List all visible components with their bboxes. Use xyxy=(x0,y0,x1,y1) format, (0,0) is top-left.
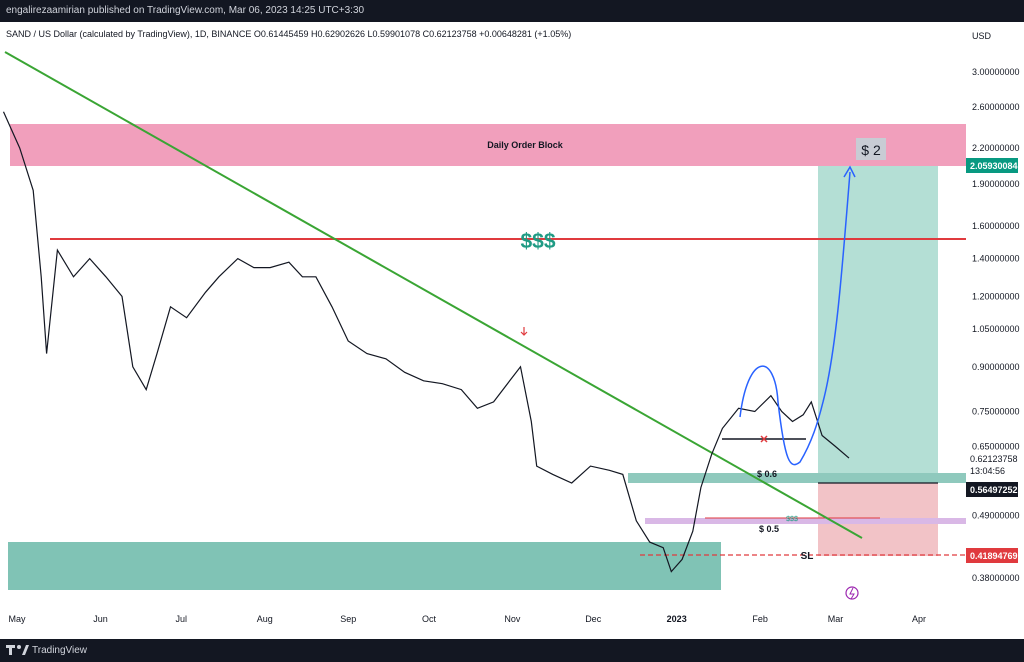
price-tick-7: 1.05000000 xyxy=(972,324,1020,334)
target-zone xyxy=(818,166,938,483)
time-tick-2: Jul xyxy=(175,614,187,624)
publish-text: engalirezaamirian published on TradingVi… xyxy=(6,5,365,16)
time-tick-7: Dec xyxy=(585,614,602,624)
stop-loss-label: SL xyxy=(801,551,814,562)
arrow-head-icon xyxy=(843,165,856,178)
currency-label: USD xyxy=(972,31,992,41)
footer-brand: TradingView xyxy=(32,645,88,656)
time-axis[interactable]: May Jun Jul Aug Sep Oct Nov Dec 2023 Feb Mar Apr xyxy=(8,614,926,624)
last-price-text: 0.62123758 xyxy=(970,454,1018,464)
entry-price-tag xyxy=(966,482,1018,497)
lightning-icon xyxy=(849,587,855,600)
stop-price-tag xyxy=(966,548,1018,563)
target-label-box xyxy=(856,138,886,160)
level-06-label: $ 0.6 xyxy=(757,469,777,479)
price-axis[interactable]: 3.00000000 2.60000000 2.20000000 1.90000000… xyxy=(972,67,1020,583)
price-tick-11: 0.49000000 xyxy=(972,511,1020,521)
publish-bar: engalirezaamirian published on TradingVi… xyxy=(0,0,1024,22)
projection-arrow xyxy=(822,171,851,403)
level-05-label: $ 0.5 xyxy=(759,524,779,534)
price-tick-0: 3.00000000 xyxy=(972,67,1020,77)
level-05-zone xyxy=(645,518,966,524)
down-arrow-icon xyxy=(520,327,528,336)
liquidity-label: $$$ xyxy=(520,230,555,253)
target-price-tag xyxy=(966,158,1018,173)
level-06-zone xyxy=(628,473,966,483)
price-series xyxy=(2,111,850,573)
entry-price-text: 0.56497252 xyxy=(970,485,1018,495)
time-tick-5: Oct xyxy=(422,614,437,624)
price-tick-1: 2.60000000 xyxy=(972,102,1020,112)
price-tick-10: 0.65000000 xyxy=(972,442,1020,452)
price-tick-2: 2.20000000 xyxy=(972,143,1020,153)
cross-icon xyxy=(760,435,768,443)
event-icon[interactable] xyxy=(845,586,859,600)
time-tick-10: Mar xyxy=(828,614,844,624)
target-price-text: 2.05930084 xyxy=(970,161,1018,171)
time-tick-1: Jun xyxy=(93,614,108,624)
countdown-text: 13:04:56 xyxy=(970,466,1005,476)
tradingview-logo-icon[interactable] xyxy=(6,644,30,656)
price-tick-3: 1.90000000 xyxy=(972,179,1020,189)
price-tick-6: 1.20000000 xyxy=(972,291,1020,301)
order-block-label: Daily Order Block xyxy=(487,140,564,150)
price-tick-4: 1.60000000 xyxy=(972,221,1020,231)
time-tick-11: Apr xyxy=(912,614,926,624)
price-tick-5: 1.40000000 xyxy=(972,254,1020,264)
price-chart[interactable]: Daily Order Block $$$ $ 2 $ 0.6 $ 0.5 $$… xyxy=(0,22,1024,639)
trendline xyxy=(4,51,863,539)
price-tick-9: 0.75000000 xyxy=(972,407,1020,417)
demand-zone xyxy=(8,542,721,590)
time-tick-3: Aug xyxy=(257,614,273,624)
time-tick-4: Sep xyxy=(340,614,356,624)
price-tick-12: 0.38000000 xyxy=(972,573,1020,583)
target-label: $ 2 xyxy=(861,142,881,158)
stop-price-text: 0.41894769 xyxy=(970,551,1018,561)
projection-loop xyxy=(739,365,824,466)
time-tick-6: Nov xyxy=(504,614,521,624)
price-tick-8: 0.90000000 xyxy=(972,362,1020,372)
symbol-info: SAND / US Dollar (calculated by TradingV… xyxy=(6,29,572,39)
time-tick-8: 2023 xyxy=(667,614,687,624)
time-tick-9: Feb xyxy=(752,614,768,624)
time-tick-0: May xyxy=(8,614,26,624)
small-liquidity-label: $$$ xyxy=(786,516,798,523)
footer-bar: TradingView xyxy=(0,639,1024,662)
